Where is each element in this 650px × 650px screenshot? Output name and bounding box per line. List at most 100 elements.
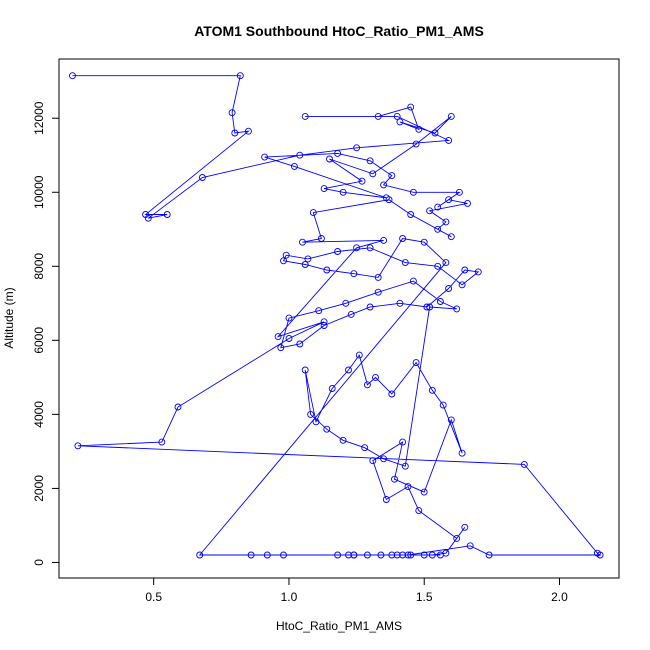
data-point [301,261,309,268]
data-point [355,351,363,359]
data-point [374,112,382,120]
data-point [299,238,306,246]
data-point [174,403,182,411]
data-point [345,551,352,559]
data-point [296,151,304,159]
data-point [323,425,331,433]
data-point [426,207,434,215]
data-point [163,211,171,218]
data-point [350,551,358,559]
y-tick-label: 8000 [32,253,46,280]
x-tick-label: 2.0 [551,590,568,604]
data-point [301,112,309,120]
data-point [464,199,471,207]
data-point [374,273,382,281]
data-point [312,418,320,426]
data-point [277,344,285,352]
data-point [458,281,466,289]
data-point [334,248,342,255]
data-point [244,127,252,135]
data-point [407,103,415,111]
data-point [347,310,355,318]
data-point [415,125,423,133]
y-tick-label: 4000 [32,401,46,428]
y-tick-label: 10000 [32,175,46,209]
data-point [399,438,407,446]
y-tick-label: 2000 [32,475,46,502]
data-point [320,322,328,329]
data-point [231,129,239,137]
data-point [445,136,453,144]
data-point [447,416,455,424]
data-point [372,373,379,381]
data-point [366,303,374,311]
data-point [455,188,463,196]
data-point [453,305,461,313]
data-point [388,551,396,559]
data-point [445,196,453,204]
y-tick-label: 6000 [32,327,46,354]
data-point [342,299,350,307]
data-point [350,270,358,278]
data-point [420,551,428,559]
data-point [393,112,401,120]
data-point [391,475,398,483]
data-point [228,109,236,117]
data-point [412,140,420,148]
data-point [458,449,466,457]
data-point [409,188,417,196]
data-point [69,72,76,80]
series-layer [69,72,604,559]
data-point [307,410,315,418]
data-point [353,144,361,152]
data-point [280,551,287,559]
data-point [401,259,409,267]
data-point [334,551,342,559]
data-point [290,162,298,170]
data-point [380,181,388,189]
data-point [369,457,377,465]
data-point [434,262,442,270]
data-point [74,442,82,450]
data-point [282,251,290,259]
x-axis-label: HtoC_Ratio_PM1_AMS [276,619,402,633]
y-axis-label: Altitude (m) [2,287,16,348]
data-point [261,153,269,161]
data-point [144,214,152,222]
data-point [396,299,404,307]
y-tick-label: 0 [32,559,46,566]
data-point [285,314,293,322]
data-point [420,238,428,246]
data-point [596,551,604,559]
x-axis: 0.5 1.0 1.5 2.0 [145,577,568,604]
data-point [198,174,206,181]
data-point [401,462,409,470]
data-point [247,551,255,559]
data-point [309,209,317,217]
data-point [315,307,323,315]
data-point [363,551,371,559]
data-point [320,185,328,193]
data-point [304,255,312,263]
data-point [385,196,393,204]
data-point [353,244,361,252]
data-point [363,381,371,389]
data-point [388,390,396,398]
data-point [431,129,439,137]
x-tick-label: 1.5 [416,590,433,604]
data-point [461,266,469,274]
data-point [236,72,244,80]
data-point [358,177,366,185]
data-point [412,359,420,367]
data-point [326,155,333,163]
data-point [420,488,428,496]
data-point [301,366,309,374]
data-point [407,551,415,559]
data-point [439,401,447,409]
series-line [72,75,602,556]
data-point [426,303,434,311]
data-point [323,266,331,274]
x-tick-label: 0.5 [145,590,162,604]
data-point [434,203,442,211]
